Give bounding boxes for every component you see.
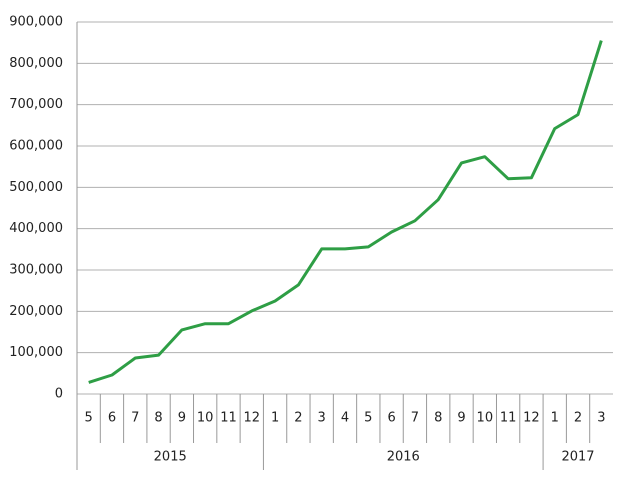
x-tick-label: 4 <box>341 411 349 426</box>
y-tick-label: 300,000 <box>9 263 63 278</box>
y-tick-label: 700,000 <box>9 97 63 112</box>
y-tick-label: 900,000 <box>9 15 63 30</box>
x-tick-label: 9 <box>457 411 465 426</box>
x-tick-label: 12 <box>523 411 540 426</box>
x-group-label: 2015 <box>154 450 187 465</box>
data-line <box>88 40 603 384</box>
x-tick-label: 2 <box>294 411 302 426</box>
x-tick-label: 6 <box>108 411 116 426</box>
x-tick-label: 8 <box>154 411 162 426</box>
x-tick-label: 2 <box>574 411 582 426</box>
x-tick-label: 5 <box>85 411 93 426</box>
x-tick-label: 3 <box>318 411 326 426</box>
x-tick-label: 5 <box>364 411 372 426</box>
x-tick-label: 11 <box>220 411 237 426</box>
y-tick-label: 500,000 <box>9 180 63 195</box>
y-tick-label: 600,000 <box>9 139 63 154</box>
x-tick-label: 8 <box>434 411 442 426</box>
x-tick-label: 11 <box>500 411 517 426</box>
x-tick-label: 9 <box>178 411 186 426</box>
x-tick-label: 12 <box>244 411 261 426</box>
x-tick-label: 10 <box>477 411 494 426</box>
x-tick-label: 7 <box>131 411 139 426</box>
y-tick-label: 200,000 <box>9 304 63 319</box>
x-tick-label: 3 <box>597 411 605 426</box>
x-tick-label: 6 <box>387 411 395 426</box>
x-group-label: 2016 <box>387 450 420 465</box>
x-tick-label: 1 <box>551 411 559 426</box>
x-group-label: 2017 <box>561 450 594 465</box>
x-tick-label: 10 <box>197 411 214 426</box>
y-tick-label: 400,000 <box>9 221 63 236</box>
x-tick-label: 1 <box>271 411 279 426</box>
y-tick-label: 100,000 <box>9 345 63 360</box>
y-tick-label: 800,000 <box>9 56 63 71</box>
y-tick-label: 0 <box>55 387 63 402</box>
x-tick-label: 7 <box>411 411 419 426</box>
